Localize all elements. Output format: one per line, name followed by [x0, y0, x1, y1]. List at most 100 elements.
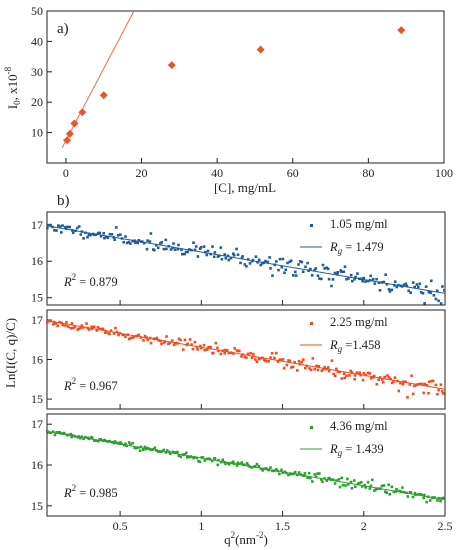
panel-b-data-point	[71, 326, 75, 330]
panel-b-data-point	[353, 377, 356, 381]
panel-b-data-point	[267, 360, 270, 363]
panel-b-data-point	[259, 263, 262, 267]
panel-b-data-point	[352, 479, 356, 482]
panel-b-data-point	[193, 248, 197, 252]
panel-b-data-point	[173, 248, 177, 251]
panel-b-data-point	[341, 483, 345, 487]
panel-a-y-axis-title: I0, x10-8	[3, 66, 22, 109]
panel-b-data-point	[382, 381, 385, 384]
panel-b-subplot-frame	[46, 211, 446, 306]
panel-b-data-point	[232, 462, 236, 466]
panel-b-y-tick-label: 16	[31, 254, 43, 268]
panel-a-data-point	[63, 136, 72, 145]
panel-b-data-point	[90, 327, 94, 331]
panel-a-fit-line-path	[61, 11, 135, 149]
r2-value: = 0.967	[76, 379, 117, 393]
panel-a-x-ticks: 0 20 40 60 80 100	[63, 158, 453, 180]
panel-b-data-point	[317, 365, 321, 368]
panel-b-data-point	[217, 458, 220, 462]
panel-b-data-point	[129, 336, 132, 340]
panel-b-data-point	[64, 324, 67, 327]
r2-symbol: R	[63, 379, 72, 393]
panel-b-data-point	[359, 373, 362, 377]
panel-b-data-point	[287, 359, 290, 362]
panel-b-data-point	[246, 464, 250, 467]
panel-b-data-point	[249, 351, 252, 355]
panel-b-data-point	[153, 446, 157, 450]
panel-b-data-point	[89, 233, 92, 237]
panel-b-data-point	[153, 248, 156, 252]
panel-b-data-point	[360, 481, 363, 484]
panel-b-data-point	[252, 352, 255, 356]
panel-b-data-point	[176, 247, 180, 251]
panel-b-data-point	[142, 339, 145, 342]
panel-b-x-tick-label: 0.5	[113, 519, 128, 533]
panel-b-data-point	[243, 263, 247, 266]
panel-b-data-point	[60, 321, 64, 325]
panel-b-data-point	[102, 231, 105, 235]
panel-b-data-point	[313, 368, 316, 371]
panel-b-data-point	[163, 340, 167, 343]
panel-b-data-point	[124, 442, 127, 446]
panel-a-y-tick-label: 10	[31, 126, 43, 140]
panel-b-data-point	[359, 277, 363, 281]
panel-b-data-point	[71, 231, 75, 235]
panel-b-data-point	[136, 241, 139, 245]
panel-b-data-point	[429, 291, 432, 295]
panel-b-data-point	[337, 478, 341, 481]
panel-b-data-point	[203, 459, 207, 462]
panel-b-data-point	[364, 280, 367, 283]
panel-b-data-point	[124, 335, 127, 338]
panel-a-data-point	[70, 119, 79, 128]
panel-b-data-point	[441, 285, 444, 288]
panel-b-data-point	[357, 481, 361, 485]
panel-b-data-point	[84, 435, 87, 439]
panel-b-data-point	[164, 238, 168, 242]
panel-b-data-point	[376, 487, 379, 490]
panel-b-data-point	[117, 333, 120, 337]
panel-b-data-point	[142, 241, 146, 245]
rg-symbol: R	[329, 442, 338, 456]
panel-b-data-point	[373, 489, 376, 492]
panel-b-data-point	[246, 352, 250, 356]
panel-b-data-point	[366, 279, 370, 283]
panel-b-data-point	[439, 302, 443, 305]
panel-b-data-point	[129, 443, 132, 446]
panel-a-points	[63, 26, 406, 145]
panel-b-data-point	[397, 389, 401, 393]
panel-b-data-point	[65, 320, 68, 324]
panel-b-data-point	[241, 255, 244, 258]
panel-b-data-point	[80, 435, 83, 438]
panel-b-x-axis-title: q2(nm-2)	[224, 530, 268, 547]
panel-b-data-point	[300, 360, 304, 364]
r-squared-label: R2 = 0.967	[63, 376, 118, 393]
panel-b-data-point	[131, 441, 134, 445]
panel-b-data-point	[364, 373, 367, 377]
panel-a-fit-line	[61, 11, 135, 149]
panel-b-data-point	[333, 482, 337, 485]
panel-b-data-point	[301, 474, 304, 477]
panel-b-data-point	[318, 277, 321, 280]
panel-b-data-point	[404, 282, 408, 286]
panel-b-data-point	[388, 493, 392, 496]
panel-b-data-point	[110, 233, 114, 236]
panel-b-data-point	[378, 289, 382, 292]
panel-b-data-point	[354, 485, 357, 488]
panel-b-data-point	[61, 224, 64, 227]
panel-b-data-point	[57, 224, 60, 227]
panel-b-data-point	[411, 495, 415, 499]
panel-b-data-point	[188, 248, 191, 251]
panel-b-data-point	[331, 478, 335, 481]
panel-b-data-point	[131, 239, 134, 243]
panel-b-data-point	[330, 359, 334, 362]
panel-b-data-point	[87, 328, 91, 331]
panel-b-data-point	[267, 468, 271, 472]
panel-b-data-point	[71, 229, 74, 232]
panel-b-data-point	[399, 490, 403, 493]
panel-b-data-point	[94, 233, 98, 236]
panel-a-data-point	[99, 91, 108, 100]
panel-b-data-point	[269, 267, 272, 270]
panel-b-data-point	[154, 243, 158, 247]
panel-b-data-point	[331, 278, 335, 281]
